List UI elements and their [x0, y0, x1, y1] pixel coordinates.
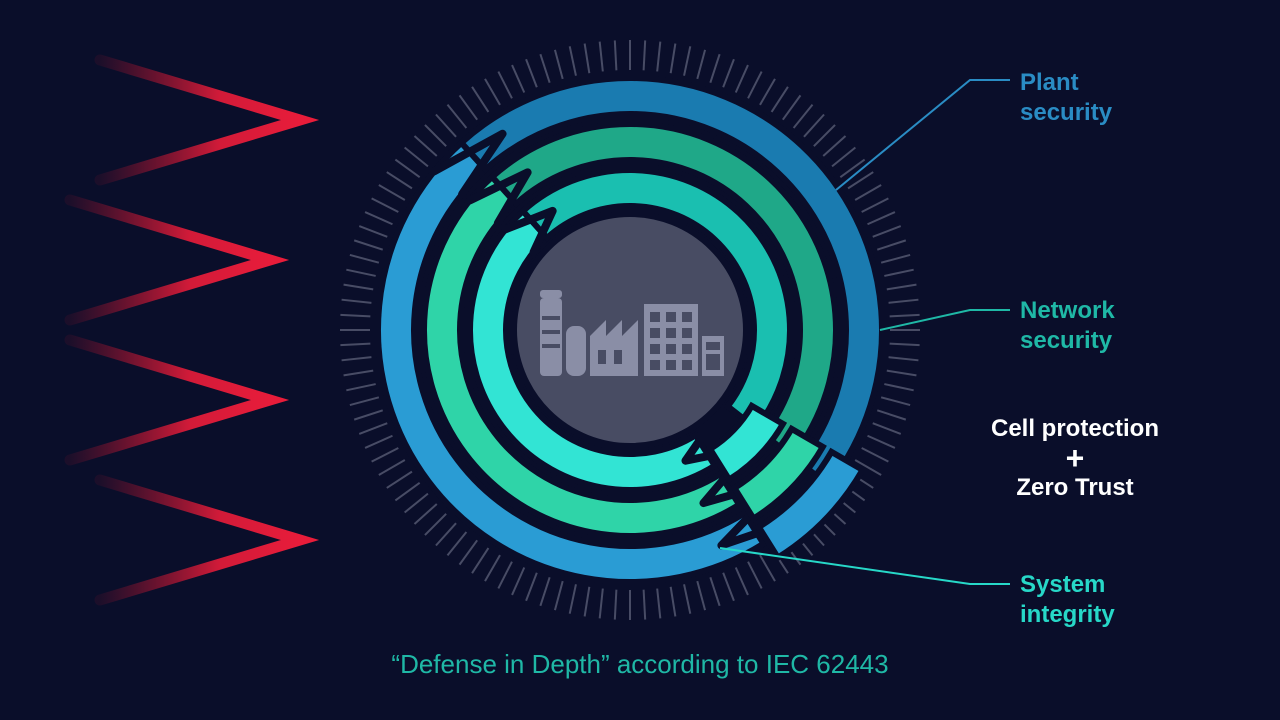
label-plant-security: Plantsecurity	[1020, 68, 1112, 128]
caption: “Defense in Depth” according to IEC 6244…	[391, 649, 888, 680]
plus-icon: +	[975, 444, 1175, 473]
cell-line2: Zero Trust	[975, 473, 1175, 503]
label-network-security: Networksecurity	[1020, 296, 1115, 356]
label-system-integrity: Systemintegrity	[1020, 570, 1115, 630]
label-cell-protection: Cell protection + Zero Trust	[975, 414, 1175, 503]
